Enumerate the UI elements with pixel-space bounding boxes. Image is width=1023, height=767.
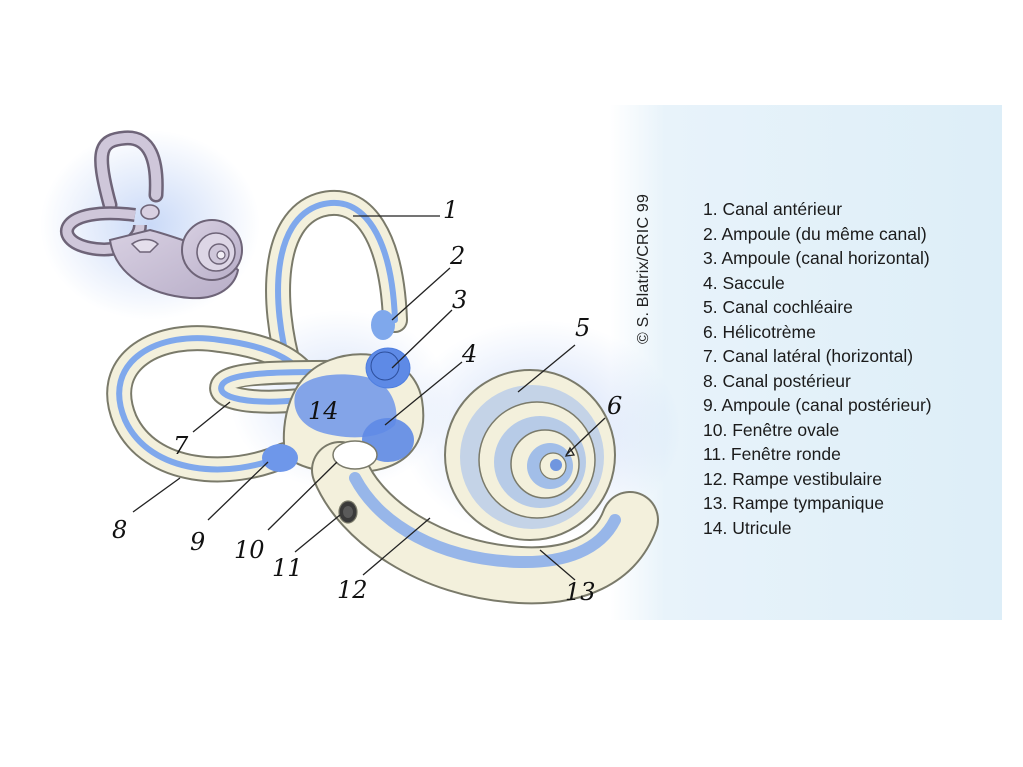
legend-item: 7. Canal latéral (horizontal) <box>703 346 914 366</box>
legend-item: 12. Rampe vestibulaire <box>703 468 882 489</box>
copyright-text: © S. Blatrix/CRIC 99 <box>635 193 652 344</box>
label-1: 1 <box>443 196 459 224</box>
legend-item: 3. Ampoule (canal horizontal) <box>703 248 930 268</box>
label-5: 5 <box>575 314 591 342</box>
label-12: 12 <box>337 576 368 604</box>
legend-item: 1. Canal antérieur <box>703 199 843 219</box>
legend-item: 2. Ampoule (du même canal) <box>703 223 927 244</box>
label-6: 6 <box>607 392 623 420</box>
legend-item: 6. Hélicotrème <box>703 321 816 342</box>
label-11: 11 <box>272 554 303 582</box>
legend-list: 1. Canal antérieur 2. Ampoule (du même c… <box>703 197 932 540</box>
label-14: 14 <box>308 397 339 425</box>
label-10: 10 <box>234 536 265 564</box>
legend-item: 8. Canal postérieur <box>703 370 851 391</box>
label-4: 4 <box>462 340 478 368</box>
label-3: 3 <box>452 286 468 314</box>
label-8: 8 <box>112 516 128 544</box>
label-9: 9 <box>190 528 206 556</box>
label-7: 7 <box>173 432 189 460</box>
legend-item: 4. Saccule <box>703 272 785 293</box>
label-13: 13 <box>565 578 596 606</box>
legend-panel <box>610 105 1002 620</box>
legend-item: 14. Utricule <box>703 517 792 538</box>
label-2: 2 <box>450 242 466 270</box>
legend-item: 9. Ampoule (canal postérieur) <box>703 395 932 415</box>
legend-item: 10. Fenêtre ovale <box>703 419 840 440</box>
legend-item: 13. Rampe tympanique <box>703 493 884 513</box>
leader-lines <box>132 215 606 581</box>
inset-labyrinth <box>40 130 260 320</box>
legend-item: 5. Canal cochléaire <box>703 297 853 317</box>
main-labyrinth <box>106 190 680 605</box>
legend-item: 11. Fenêtre ronde <box>703 444 841 464</box>
